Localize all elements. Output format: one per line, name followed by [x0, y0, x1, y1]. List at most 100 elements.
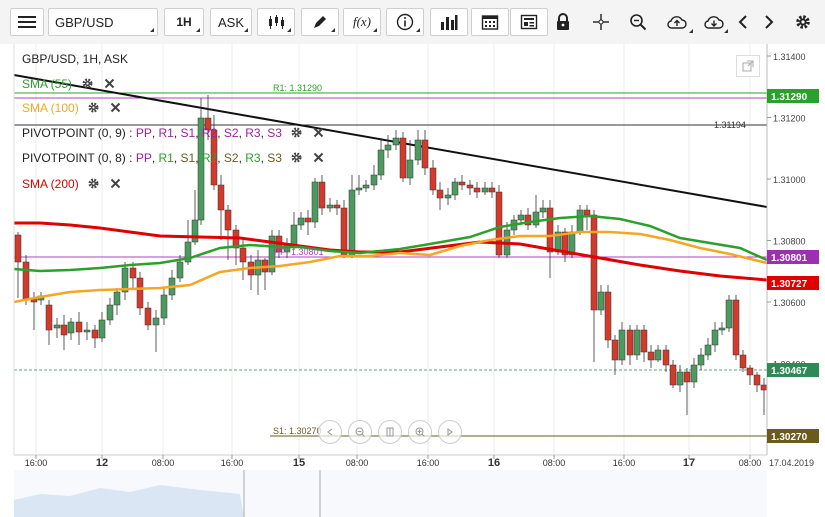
indicator-remove-button[interactable] — [109, 177, 123, 191]
candle-bearish — [318, 181, 326, 209]
step-back-button[interactable] — [318, 420, 342, 444]
menu-button[interactable] — [10, 8, 44, 36]
candle-bullish — [697, 354, 705, 366]
candle-bearish — [224, 209, 232, 231]
info-button[interactable] — [386, 8, 424, 36]
gear-icon — [88, 102, 99, 113]
price-tag-label: 1.31290 — [771, 92, 808, 103]
candle-bullish — [113, 291, 121, 306]
candle-bearish — [75, 321, 83, 333]
indicators-button[interactable]: f(x) — [343, 8, 381, 36]
toolbar: GBP/USD 1H ASK f(x) — [0, 0, 825, 45]
trend-line — [13, 74, 768, 208]
pivot-part: R3 — [245, 126, 261, 140]
candle-bullish — [370, 174, 378, 186]
price-type-selector[interactable]: ASK — [210, 8, 252, 36]
zoom-icon — [630, 14, 647, 31]
pivot-part: , — [238, 151, 246, 165]
navigator-area — [14, 485, 244, 517]
candle-bullish — [704, 344, 712, 356]
draw-tools-button[interactable] — [301, 8, 339, 36]
hamburger-icon — [18, 16, 36, 28]
price-tag-label: 1.30727 — [771, 279, 808, 290]
reset-icon — [386, 427, 394, 437]
candle-bullish — [392, 137, 400, 146]
pivot-part: PP — [135, 151, 152, 165]
pivot-part: S2 — [223, 151, 239, 165]
candle-bullish — [53, 324, 61, 329]
upload-button[interactable] — [658, 8, 696, 36]
symbol-selector[interactable]: GBP/USD — [48, 8, 158, 36]
pivot-part: , — [151, 126, 159, 140]
download-button[interactable] — [697, 8, 731, 36]
candle-bullish — [384, 144, 392, 151]
indicator-legend: SMA (100) — [22, 101, 123, 115]
candle-bullish — [297, 217, 305, 226]
popout-button[interactable] — [736, 55, 760, 77]
candle-bearish — [590, 214, 598, 311]
candle-bearish — [129, 267, 137, 279]
price-tag — [767, 276, 819, 290]
candle-bullish — [67, 321, 75, 334]
candle-bullish — [362, 184, 370, 189]
indicator-settings-button[interactable] — [87, 101, 101, 115]
bar-chart-icon — [441, 15, 458, 30]
candle-bearish — [488, 187, 496, 193]
zoom-controls — [318, 420, 462, 444]
indicator-settings-button[interactable] — [290, 126, 304, 140]
time-axis-label: 08:00 — [543, 458, 566, 468]
indicator-remove-button[interactable] — [102, 77, 116, 91]
indicator-label: SMA (100) — [22, 101, 79, 115]
chart-type-button[interactable] — [257, 8, 295, 36]
indicator-settings-button[interactable] — [290, 151, 304, 165]
candle-bearish — [473, 187, 481, 193]
calendar-icon — [481, 15, 499, 30]
reset-zoom-button[interactable] — [378, 420, 402, 444]
candle-bullish — [539, 207, 547, 213]
indicator-remove-button[interactable] — [312, 126, 326, 140]
indicator-remove-button[interactable] — [109, 101, 123, 115]
candle-bearish — [136, 277, 144, 309]
price-tag — [767, 89, 819, 103]
news-button[interactable] — [510, 8, 548, 36]
price-chart[interactable]: 1.31400 1.31200 1.31000 1.30800 1.30600 1.304… — [0, 44, 825, 517]
candle-bearish — [239, 247, 247, 263]
crosshair-button[interactable] — [584, 8, 618, 36]
indicator-settings-button[interactable] — [80, 77, 94, 91]
close-icon — [110, 178, 121, 189]
indicator-remove-button[interactable] — [312, 151, 326, 165]
indicator-legend: SMA (55) — [22, 77, 116, 91]
zoom-in-button[interactable] — [408, 420, 432, 444]
zoom-button[interactable] — [620, 8, 656, 36]
step-forward-button[interactable] — [438, 420, 462, 444]
candle-bearish — [210, 129, 218, 186]
candle-bullish — [355, 187, 363, 191]
zoom-out-button[interactable] — [348, 420, 372, 444]
settings-button[interactable] — [789, 8, 817, 36]
price-tag-label: 1.30801 — [771, 253, 808, 264]
indicator-label: PIVOTPOINT (0, 8) — [22, 151, 126, 165]
candle-bullish — [718, 327, 726, 331]
pivot-part: R2 — [201, 126, 218, 140]
scroll-left-button[interactable] — [731, 8, 755, 36]
candle-bullish — [517, 214, 525, 221]
popout-icon — [742, 60, 754, 72]
indicator-legend: PIVOTPOINT (0, 9) : PP, R1, S1, R2, S2, … — [22, 126, 326, 140]
candle-bearish — [732, 299, 740, 356]
interval-selector[interactable]: 1H — [164, 8, 204, 36]
price-tag — [767, 363, 819, 377]
candle-bearish — [669, 364, 677, 386]
price-axis-label: 1.31400 — [773, 52, 806, 62]
candle-bearish — [746, 367, 754, 376]
price-axis-label: 1.30600 — [773, 298, 806, 308]
candle-bearish — [626, 329, 634, 356]
close-icon — [104, 78, 114, 89]
pivot-part: , — [195, 151, 202, 165]
lock-button[interactable] — [545, 8, 581, 36]
scroll-right-button[interactable] — [757, 8, 781, 36]
candle-bullish — [576, 209, 584, 233]
candle-bearish — [466, 184, 474, 189]
calendar-button[interactable] — [471, 8, 509, 36]
volume-button[interactable] — [430, 8, 468, 36]
indicator-settings-button[interactable] — [87, 177, 101, 191]
